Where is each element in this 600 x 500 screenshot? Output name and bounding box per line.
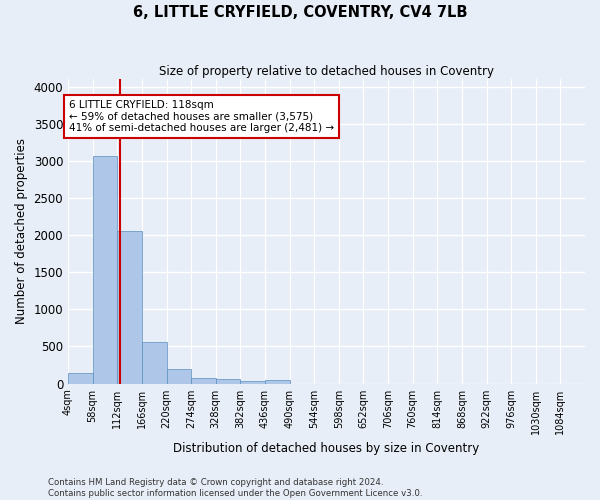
Bar [142, 342, 167, 384]
Text: Contains HM Land Registry data © Crown copyright and database right 2024.
Contai: Contains HM Land Registry data © Crown c… [48, 478, 422, 498]
Text: 6 LITTLE CRYFIELD: 118sqm
← 59% of detached houses are smaller (3,575)
41% of se: 6 LITTLE CRYFIELD: 118sqm ← 59% of detac… [69, 100, 334, 133]
Bar [241, 380, 265, 384]
Bar [167, 368, 191, 384]
Bar [117, 230, 142, 384]
Y-axis label: Number of detached properties: Number of detached properties [15, 138, 28, 324]
Bar [92, 156, 117, 384]
Bar [265, 380, 290, 384]
Bar [68, 373, 92, 384]
Bar [191, 378, 216, 384]
Bar [216, 380, 241, 384]
Text: 6, LITTLE CRYFIELD, COVENTRY, CV4 7LB: 6, LITTLE CRYFIELD, COVENTRY, CV4 7LB [133, 5, 467, 20]
X-axis label: Distribution of detached houses by size in Coventry: Distribution of detached houses by size … [173, 442, 479, 455]
Title: Size of property relative to detached houses in Coventry: Size of property relative to detached ho… [159, 65, 494, 78]
